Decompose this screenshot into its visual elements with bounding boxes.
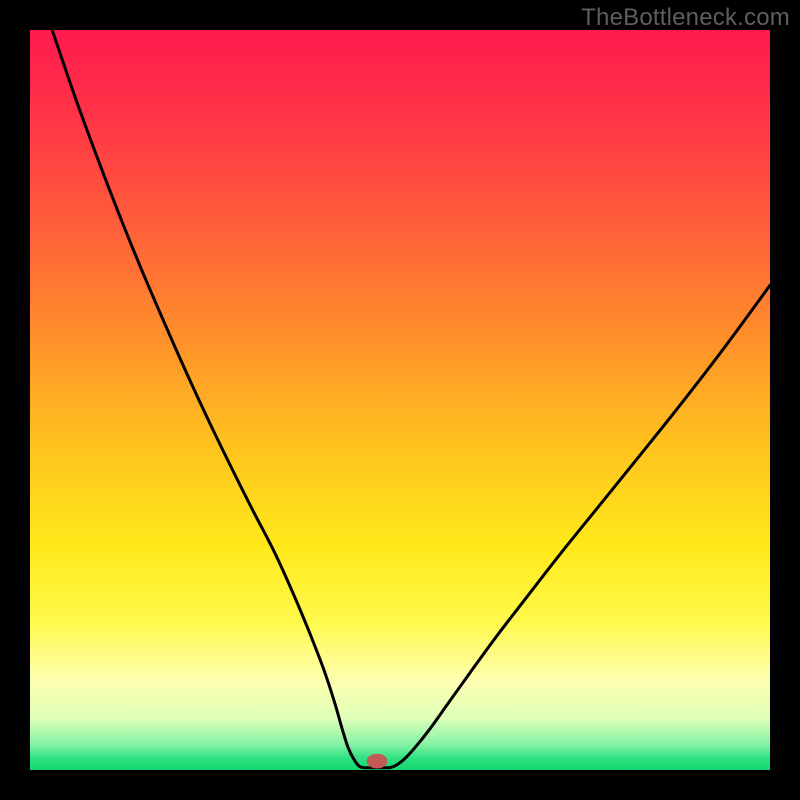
chart-plot-area bbox=[30, 30, 770, 770]
watermark-text: TheBottleneck.com bbox=[581, 4, 790, 32]
chart-background bbox=[30, 30, 770, 770]
optimal-point-marker bbox=[367, 754, 388, 769]
chart-svg bbox=[30, 30, 770, 770]
chart-frame: TheBottleneck.com bbox=[0, 0, 800, 800]
